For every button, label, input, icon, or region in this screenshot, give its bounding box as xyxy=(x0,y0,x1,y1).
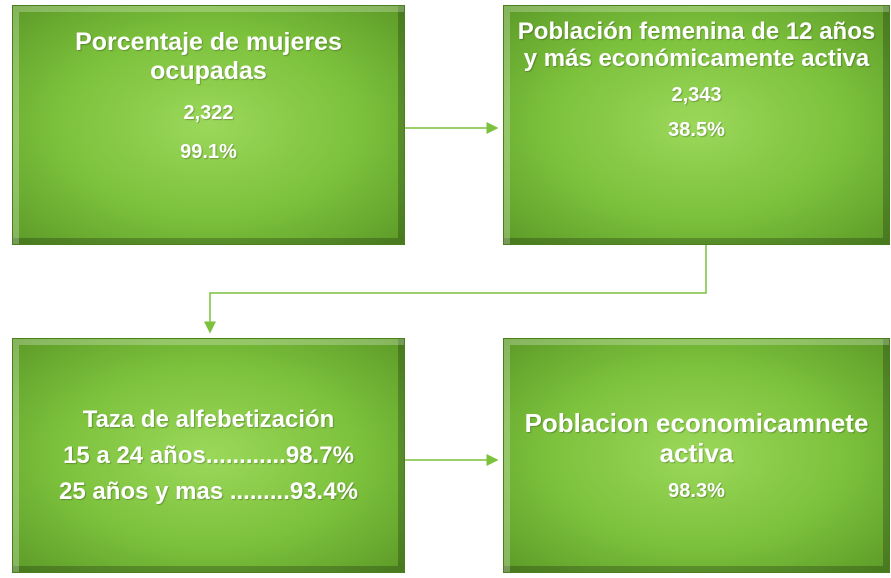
node: Poblacion economicamnete activa 98.3% xyxy=(503,338,890,573)
node-value: 38.5% xyxy=(668,119,725,141)
node-value: 2,322 xyxy=(183,102,234,124)
node-title: Taza de alfebetización xyxy=(82,406,335,433)
node-value: 2,343 xyxy=(671,84,722,106)
arrow xyxy=(204,245,707,334)
node-title: Porcentaje de mujeres ocupadas xyxy=(75,28,342,85)
node-value: 25 años y mas .........93.4% xyxy=(59,478,358,505)
node-title: Poblacion economicamnete activa xyxy=(524,408,869,468)
node-value: 15 a 24 años............98.7% xyxy=(63,442,354,469)
node-value: 98.3% xyxy=(668,480,725,502)
node-value: 99.1% xyxy=(180,141,237,163)
node: Taza de alfebetización 15 a 24 años.....… xyxy=(12,338,405,573)
node-title: Población femenina de 12 años y más econ… xyxy=(517,18,876,72)
node: Población femenina de 12 años y más econ… xyxy=(503,5,890,245)
node: Porcentaje de mujeres ocupadas 2,322 99.… xyxy=(12,5,405,245)
